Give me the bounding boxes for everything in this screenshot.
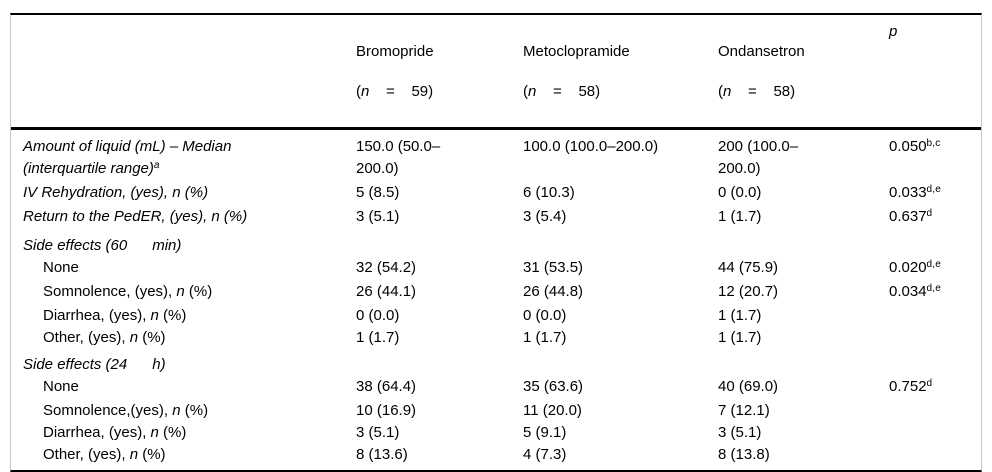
cell-p: 0.637d bbox=[889, 208, 933, 225]
footnote-marker: d,e bbox=[926, 259, 942, 270]
table-row: Other, (yes), n (%) 8 (13.6) 4 (7.3) 8 (… bbox=[11, 444, 981, 466]
cell-bromopride: 1 (1.7) bbox=[356, 329, 400, 346]
table-section-row: Side effects (24 h) bbox=[11, 354, 981, 376]
col-header-name: Bromopride bbox=[356, 43, 434, 60]
row-label: Other, (yes), n (%) bbox=[43, 329, 166, 346]
cell-ondansetron: 7 (12.1) bbox=[718, 402, 770, 419]
cell-p: 0.020d,e bbox=[889, 259, 942, 276]
cell-bromopride: 5 (8.5) bbox=[356, 184, 400, 201]
cell-bromopride: 32 (54.2) bbox=[356, 259, 417, 276]
row-label: Other, (yes), n (%) bbox=[43, 446, 166, 463]
footnote-marker: d,e bbox=[926, 184, 942, 195]
cell-ondansetron: 3 (5.1) bbox=[718, 424, 762, 441]
table-body: Amount of liquid (mL) – Median (interqua… bbox=[11, 130, 981, 470]
col-header-n: (n = 59) bbox=[356, 83, 434, 100]
footnote-marker: d bbox=[926, 208, 933, 219]
table-row: Diarrhea, (yes), n (%) 3 (5.1) 5 (9.1) 3… bbox=[11, 422, 981, 444]
table-row: None 32 (54.2) 31 (53.5) 44 (75.9) 0.020… bbox=[11, 257, 981, 281]
cell-ondansetron: 1 (1.7) bbox=[718, 307, 762, 324]
cell-metoclopramide: 0 (0.0) bbox=[523, 307, 567, 324]
cell-ondansetron: 12 (20.7) bbox=[718, 283, 779, 300]
row-label: Diarrhea, (yes), n (%) bbox=[43, 307, 187, 324]
col-header-metoclopramide: Metoclopramide (n = 58) bbox=[523, 22, 718, 122]
cell-metoclopramide: 31 (53.5) bbox=[523, 259, 584, 276]
col-header-name: Metoclopramide bbox=[523, 43, 630, 60]
col-header-n: (n = 58) bbox=[718, 83, 796, 100]
table-row: Diarrhea, (yes), n (%) 0 (0.0) 0 (0.0) 1… bbox=[11, 305, 981, 327]
cell-metoclopramide: 5 (9.1) bbox=[523, 424, 567, 441]
cell-metoclopramide: 11 (20.0) bbox=[523, 402, 582, 419]
row-label: Return to the PedER, (yes), n (%) bbox=[23, 208, 248, 225]
table-row: Somnolence,(yes), n (%) 10 (16.9) 11 (20… bbox=[11, 400, 981, 422]
cell-metoclopramide: 1 (1.7) bbox=[523, 329, 567, 346]
cell-metoclopramide: 4 (7.3) bbox=[523, 446, 567, 463]
section-label: Side effects (60 min) bbox=[23, 237, 182, 254]
table-row: None 38 (64.4) 35 (63.6) 40 (69.0) 0.752… bbox=[11, 376, 981, 400]
cell-metoclopramide: 35 (63.6) bbox=[523, 378, 584, 395]
col-header-name: Ondansetron bbox=[718, 43, 805, 60]
cell-p: 0.050b,c bbox=[889, 138, 941, 155]
section-label: Side effects (24 h) bbox=[23, 356, 166, 373]
table-row: Other, (yes), n (%) 1 (1.7) 1 (1.7) 1 (1… bbox=[11, 327, 981, 349]
cell-bromopride: 3 (5.1) bbox=[356, 424, 400, 441]
cell-bromopride: 0 (0.0) bbox=[356, 307, 400, 324]
cell-ondansetron: 40 (69.0) bbox=[718, 378, 779, 395]
cell-metoclopramide: 26 (44.8) bbox=[523, 283, 584, 300]
col-header-p: p bbox=[889, 23, 898, 40]
cell-p: 0.034d,e bbox=[889, 283, 942, 300]
cell-ondansetron: 200 (100.0– 200.0) bbox=[718, 138, 799, 177]
cell-metoclopramide: 3 (5.4) bbox=[523, 208, 567, 225]
table-row: Somnolence, (yes), n (%) 26 (44.1) 26 (4… bbox=[11, 281, 981, 305]
cell-bromopride: 10 (16.9) bbox=[356, 402, 417, 419]
footnote-marker: b,c bbox=[926, 138, 941, 149]
cell-bromopride: 26 (44.1) bbox=[356, 283, 417, 300]
footnote-marker: a bbox=[153, 160, 160, 171]
footnote-marker: d,e bbox=[926, 283, 942, 294]
table-header: Bromopride (n = 59) Metoclopramide (n = … bbox=[11, 15, 981, 130]
cell-bromopride: 8 (13.6) bbox=[356, 446, 408, 463]
cell-ondansetron: 0 (0.0) bbox=[718, 184, 762, 201]
cell-ondansetron: 1 (1.7) bbox=[718, 208, 762, 225]
col-header-ondansetron: Ondansetron (n = 58) bbox=[718, 22, 889, 122]
cell-bromopride: 3 (5.1) bbox=[356, 208, 400, 225]
cell-metoclopramide: 100.0 (100.0–200.0) bbox=[523, 138, 659, 155]
row-label: None bbox=[43, 259, 79, 276]
table-row: Return to the PedER, (yes), n (%) 3 (5.1… bbox=[11, 206, 981, 230]
row-label: None bbox=[43, 378, 79, 395]
col-header-n: (n = 58) bbox=[523, 83, 601, 100]
cell-ondansetron: 1 (1.7) bbox=[718, 329, 762, 346]
col-header-bromopride: Bromopride (n = 59) bbox=[356, 22, 523, 122]
cell-ondansetron: 44 (75.9) bbox=[718, 259, 779, 276]
footnote-marker: d bbox=[926, 378, 933, 389]
cell-p: 0.033d,e bbox=[889, 184, 942, 201]
results-table: Bromopride (n = 59) Metoclopramide (n = … bbox=[10, 13, 982, 472]
row-label: IV Rehydration, (yes), n (%) bbox=[23, 184, 209, 201]
cell-bromopride: 38 (64.4) bbox=[356, 378, 417, 395]
table-row: IV Rehydration, (yes), n (%) 5 (8.5) 6 (… bbox=[11, 182, 981, 206]
table-section-row: Side effects (60 min) bbox=[11, 235, 981, 257]
row-label: Amount of liquid (mL) – Median (interqua… bbox=[23, 138, 232, 177]
row-label: Somnolence, (yes), n (%) bbox=[43, 283, 213, 300]
row-label: Diarrhea, (yes), n (%) bbox=[43, 424, 187, 441]
table-row: Amount of liquid (mL) – Median (interqua… bbox=[11, 136, 981, 182]
cell-metoclopramide: 6 (10.3) bbox=[523, 184, 575, 201]
row-label: Somnolence,(yes), n (%) bbox=[43, 402, 209, 419]
cell-ondansetron: 8 (13.8) bbox=[718, 446, 770, 463]
cell-bromopride: 150.0 (50.0– 200.0) bbox=[356, 138, 441, 177]
cell-p: 0.752d bbox=[889, 378, 933, 395]
